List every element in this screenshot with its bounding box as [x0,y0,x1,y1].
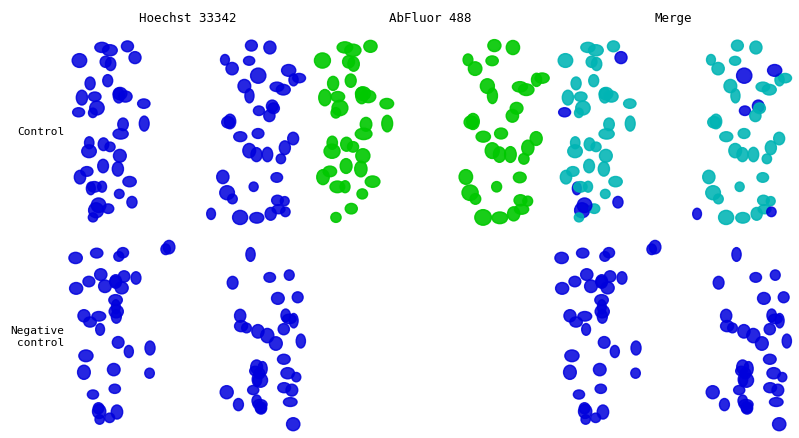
Text: Control: Control [17,127,64,137]
Text: Hoechst 33342: Hoechst 33342 [139,12,237,25]
Text: Merge: Merge [654,12,692,25]
Text: Negative
control: Negative control [10,326,64,348]
Text: AbFluor 488: AbFluor 488 [389,12,471,25]
